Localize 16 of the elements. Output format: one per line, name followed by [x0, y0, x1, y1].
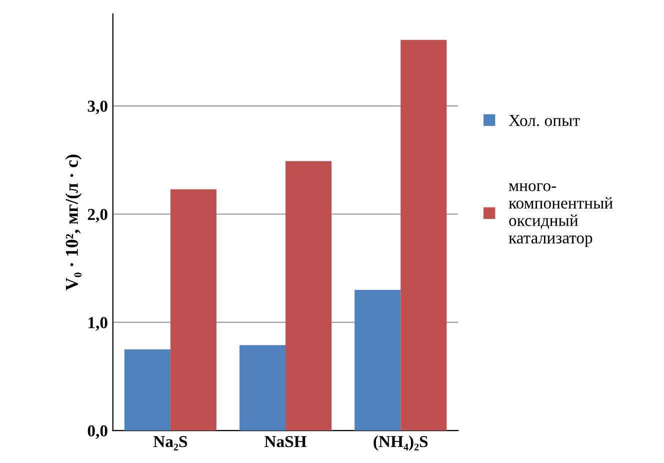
bar: [170, 189, 216, 431]
y-tick-label: 1,0: [88, 317, 108, 331]
bar: [124, 349, 170, 431]
bar: [354, 290, 401, 431]
bar: [239, 345, 286, 431]
y-tick-label: 0,0: [88, 425, 108, 439]
y-tick-label: 2,0: [88, 208, 108, 222]
y-tick-label: 3,0: [88, 100, 108, 114]
bar: [286, 161, 332, 431]
bar: [400, 40, 447, 431]
legend-label: много- компонентный оксидный катализатор: [508, 183, 613, 247]
legend-label: Хол. опыт: [508, 115, 580, 126]
x-tick-label: NaSH: [264, 436, 307, 448]
x-tick-label: (NH₄)₂S: [374, 435, 428, 451]
x-tick-label: Na₂S: [153, 436, 188, 450]
y-axis-title: V₀ · 10², мг/(л · с): [65, 154, 82, 290]
